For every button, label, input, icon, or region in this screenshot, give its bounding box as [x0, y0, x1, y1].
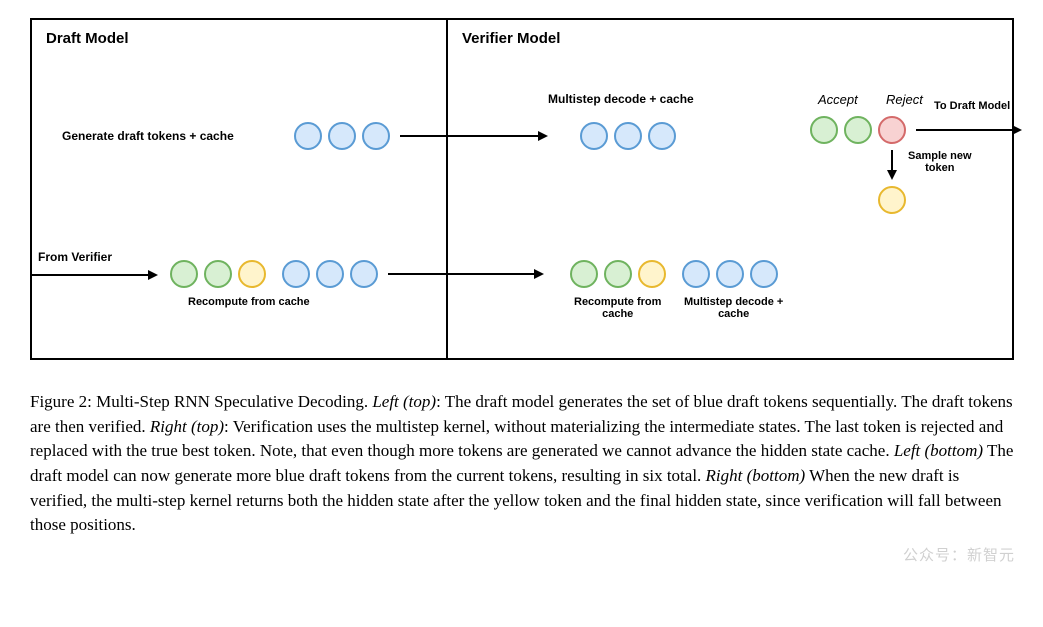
caption-left-bottom-tag: Left (bottom) [894, 441, 983, 460]
arrow-head-icon [1012, 125, 1022, 135]
accept-label: Accept [818, 92, 858, 107]
arrow-icon [916, 129, 1014, 131]
verifier-model-panel: Verifier Model Multistep decode + cache … [446, 20, 1014, 358]
generate-tokens-label: Generate draft tokens + cache [62, 129, 234, 143]
multistep-decode-cache-label: Multistep decode + cache [684, 296, 783, 320]
sampled-token-icon [638, 260, 666, 288]
draft-token-icon [614, 122, 642, 150]
draft-token-icon [648, 122, 676, 150]
recompute-from-cache-label: Recompute from cache [574, 296, 661, 320]
draft-token-icon [716, 260, 744, 288]
draft-token-icon [328, 122, 356, 150]
multistep-decode-label: Multistep decode + cache [548, 92, 694, 106]
figure-caption: Figure 2: Multi-Step RNN Speculative Dec… [30, 390, 1014, 538]
caption-right-top-tag: Right (top) [150, 417, 224, 436]
from-verifier-label: From Verifier [38, 250, 112, 264]
diagram-frame: Draft Model Generate draft tokens + cach… [30, 18, 1014, 360]
draft-token-icon [580, 122, 608, 150]
to-draft-label: To Draft Model [934, 100, 1010, 112]
draft-token-icon [350, 260, 378, 288]
draft-token-icon [682, 260, 710, 288]
accepted-token-icon [170, 260, 198, 288]
draft-token-icon [750, 260, 778, 288]
rejected-token-icon [878, 116, 906, 144]
sampled-token-icon [878, 186, 906, 214]
accepted-token-icon [810, 116, 838, 144]
accepted-token-icon [204, 260, 232, 288]
draft-token-icon [362, 122, 390, 150]
arrow-head-icon [887, 170, 897, 180]
arrow-head-icon [148, 270, 158, 280]
draft-model-panel: Draft Model Generate draft tokens + cach… [32, 20, 446, 358]
draft-token-icon [316, 260, 344, 288]
verifier-panel-title: Verifier Model [462, 30, 560, 47]
draft-token-icon [294, 122, 322, 150]
caption-left-top-tag: Left (top) [372, 392, 436, 411]
reject-label: Reject [886, 92, 923, 107]
arrow-icon [891, 150, 893, 172]
sample-new-token-label: Sample new token [908, 150, 972, 174]
draft-token-icon [282, 260, 310, 288]
sampled-token-icon [238, 260, 266, 288]
caption-prefix: Figure 2: Multi-Step RNN Speculative Dec… [30, 392, 372, 411]
watermark-text: 公众号：新智元 [903, 544, 1015, 565]
draft-panel-title: Draft Model [46, 30, 129, 47]
accepted-token-icon [570, 260, 598, 288]
recompute-label: Recompute from cache [188, 296, 310, 308]
caption-right-bottom-tag: Right (bottom) [706, 466, 806, 485]
accepted-token-icon [604, 260, 632, 288]
accepted-token-icon [844, 116, 872, 144]
arrow-icon [30, 274, 150, 276]
